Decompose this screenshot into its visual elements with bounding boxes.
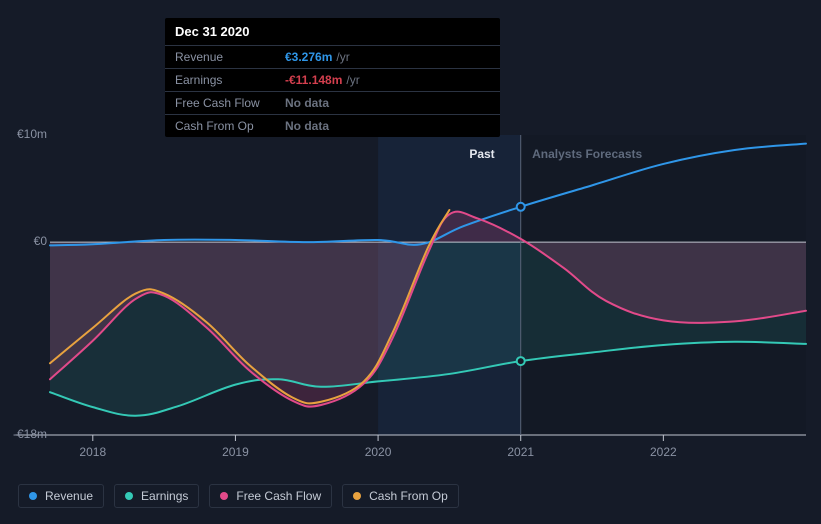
legend-item-earnings[interactable]: Earnings	[114, 484, 199, 508]
legend-label: Cash From Op	[369, 489, 448, 503]
legend-dot-icon	[220, 492, 228, 500]
past-region-label: Past	[469, 147, 494, 161]
tooltip-row-value: -€11.148m/yr	[285, 73, 360, 87]
tooltip-row: Revenue €3.276m/yr	[165, 45, 500, 68]
legend-item-fcf[interactable]: Free Cash Flow	[209, 484, 332, 508]
x-tick-label: 2018	[79, 445, 106, 459]
legend-item-cfo[interactable]: Cash From Op	[342, 484, 459, 508]
x-tick-label: 2022	[650, 445, 677, 459]
chart-legend: Revenue Earnings Free Cash Flow Cash From O…	[18, 484, 459, 508]
legend-dot-icon	[353, 492, 361, 500]
tooltip-date: Dec 31 2020	[165, 18, 500, 45]
tooltip-row-value: No data	[285, 119, 329, 133]
y-tick-label: €0	[2, 234, 47, 248]
legend-label: Revenue	[45, 489, 93, 503]
x-tick-label: 2020	[365, 445, 392, 459]
legend-dot-icon	[125, 492, 133, 500]
tooltip-row: Free Cash Flow No data	[165, 91, 500, 114]
tooltip-row-label: Cash From Op	[175, 119, 273, 133]
chart-tooltip: Dec 31 2020 Revenue €3.276m/yr Earnings -€1…	[165, 18, 500, 137]
y-tick-label: €10m	[2, 127, 47, 141]
tooltip-row-label: Free Cash Flow	[175, 96, 273, 110]
forecast-region-label: Analysts Forecasts	[532, 147, 642, 161]
tooltip-row: Cash From Op No data	[165, 114, 500, 137]
legend-dot-icon	[29, 492, 37, 500]
tooltip-row-value: No data	[285, 96, 329, 110]
legend-item-revenue[interactable]: Revenue	[18, 484, 104, 508]
x-tick-label: 2021	[507, 445, 534, 459]
y-tick-label: -€18m	[2, 427, 47, 441]
tooltip-row-value: €3.276m/yr	[285, 50, 350, 64]
tooltip-row-label: Earnings	[175, 73, 273, 87]
legend-label: Earnings	[141, 489, 188, 503]
x-tick-label: 2019	[222, 445, 249, 459]
legend-label: Free Cash Flow	[236, 489, 321, 503]
tooltip-row-label: Revenue	[175, 50, 273, 64]
tooltip-row: Earnings -€11.148m/yr	[165, 68, 500, 91]
